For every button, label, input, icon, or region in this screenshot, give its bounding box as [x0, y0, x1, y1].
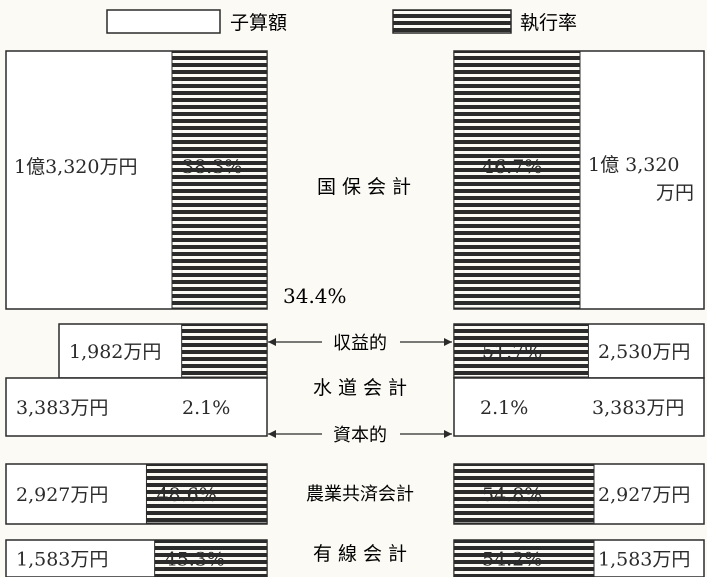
right-budget-label-1: 2,530万円 — [598, 341, 690, 363]
left-rate-label-2: 2.1% — [182, 397, 230, 419]
sub-label-capital: 資本的 — [333, 425, 387, 446]
left-rate-label-3: 48.6% — [156, 484, 216, 506]
category-label-yusen: 有 線 会 計 — [313, 543, 407, 565]
left-rate-bar-0 — [171, 51, 268, 309]
category-label-nogyo: 農業共済会計 — [306, 484, 414, 505]
arrow-head-revenue-right — [444, 338, 452, 346]
right-rate-bar-0 — [453, 51, 581, 309]
right-rate-bar-1 — [453, 324, 589, 378]
right-rate-label-3: 54.8% — [482, 484, 542, 506]
left-budget-label-0: 1億3,320万円 — [14, 156, 137, 178]
right-rate-bar-3 — [453, 464, 595, 524]
left-rate-label-4: 45.3% — [165, 549, 225, 571]
right-rate-bar-4 — [453, 540, 595, 577]
right-rate-label-1: 51.7% — [482, 341, 542, 363]
legend-label-budget: 子算額 — [230, 12, 287, 34]
category-labels: 国 保 会 計 水 道 会 計 農業共済会計 有 線 会 計 — [306, 176, 414, 565]
sub-label-revenue: 収益的 — [333, 333, 387, 354]
left-rate-bar-1 — [181, 324, 268, 378]
legend: 子算額 執行率 — [106, 9, 577, 34]
left-budget-box-2 — [5, 377, 268, 437]
right-rate-label-2: 2.1% — [480, 397, 528, 419]
left-rate-bar-3 — [145, 464, 268, 524]
left-budget-label-4: 1,583万円 — [16, 549, 108, 571]
arrow-head-revenue-left — [268, 338, 276, 346]
right-rate-label-0: 46.7% — [482, 156, 542, 178]
arrow-head-capital-right — [444, 430, 452, 438]
left-rate-bar-4 — [154, 540, 268, 577]
right-budget-label-3: 2,927万円 — [598, 484, 690, 506]
arrow-head-capital-left — [268, 430, 276, 438]
right-budget-label-4: 1,583万円 — [598, 549, 690, 571]
left-budget-label-3: 2,927万円 — [16, 484, 108, 506]
note-water-revenue-left-rate: 34.4% — [283, 284, 347, 308]
right-rate-label-4: 54.2% — [482, 549, 542, 571]
right-budget-box-2 — [453, 377, 705, 437]
left-budget-label-2: 3,383万円 — [16, 397, 108, 419]
right-budget-label-0-b: 万円 — [656, 182, 694, 204]
left-rate-label-0: 38.3% — [182, 156, 242, 178]
water-sub-labels: 収益的 資本的 — [268, 333, 452, 446]
legend-swatch-rate — [392, 9, 512, 34]
legend-label-rate: 執行率 — [520, 12, 577, 34]
legend-swatch-budget — [106, 9, 221, 34]
category-label-kokuho: 国 保 会 計 — [317, 176, 411, 198]
right-budget-label-2: 3,383万円 — [592, 397, 684, 419]
right-budget-label-0-a: 1億 3,320 — [588, 154, 680, 176]
chart-marks: 1億3,320万円 38.3% 1,982万円 3,383万円 2.1% 2,927万円 4… — [5, 50, 705, 577]
left-budget-label-1: 1,982万円 — [69, 341, 161, 363]
category-label-suido: 水 道 会 計 — [313, 377, 407, 399]
